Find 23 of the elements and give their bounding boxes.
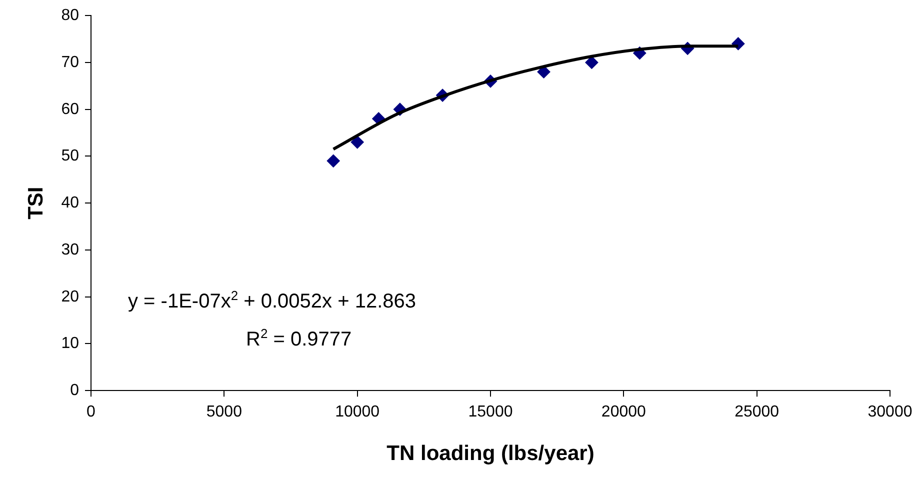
y-tick-label: 70 — [61, 54, 80, 71]
x-tick-label: 15000 — [468, 404, 513, 421]
x-tick-label: 5000 — [206, 404, 242, 421]
annotation: y = -1E-07x$^{2}$ + 0.0052x + 12.863 — [128, 288, 416, 314]
y-tick-label: 60 — [61, 100, 80, 118]
y-tick-label: 20 — [61, 288, 80, 306]
y-tick-label: 40 — [61, 194, 80, 212]
x-tick-label: 20000 — [601, 404, 646, 421]
y-tick-label: 80 — [61, 7, 80, 24]
point — [585, 56, 598, 69]
y-tick-label: 0 — [70, 382, 80, 400]
x-axis-title: TN loading (lbs/year) — [386, 442, 594, 466]
x-tick-label: 10000 — [335, 404, 380, 421]
y-tick-label: 30 — [61, 241, 80, 258]
x-tick-label: 25000 — [734, 404, 780, 421]
annotation: R$^{2}$ = 0.9777 — [246, 326, 352, 352]
y-axis-title: TSI — [24, 186, 48, 220]
y-tick-label: 50 — [61, 148, 80, 165]
point — [326, 154, 340, 168]
y-tick-label: 10 — [61, 335, 80, 352]
x-tick-label: 0 — [86, 404, 96, 421]
x-tick-label: 30000 — [868, 404, 912, 421]
point — [350, 136, 364, 149]
